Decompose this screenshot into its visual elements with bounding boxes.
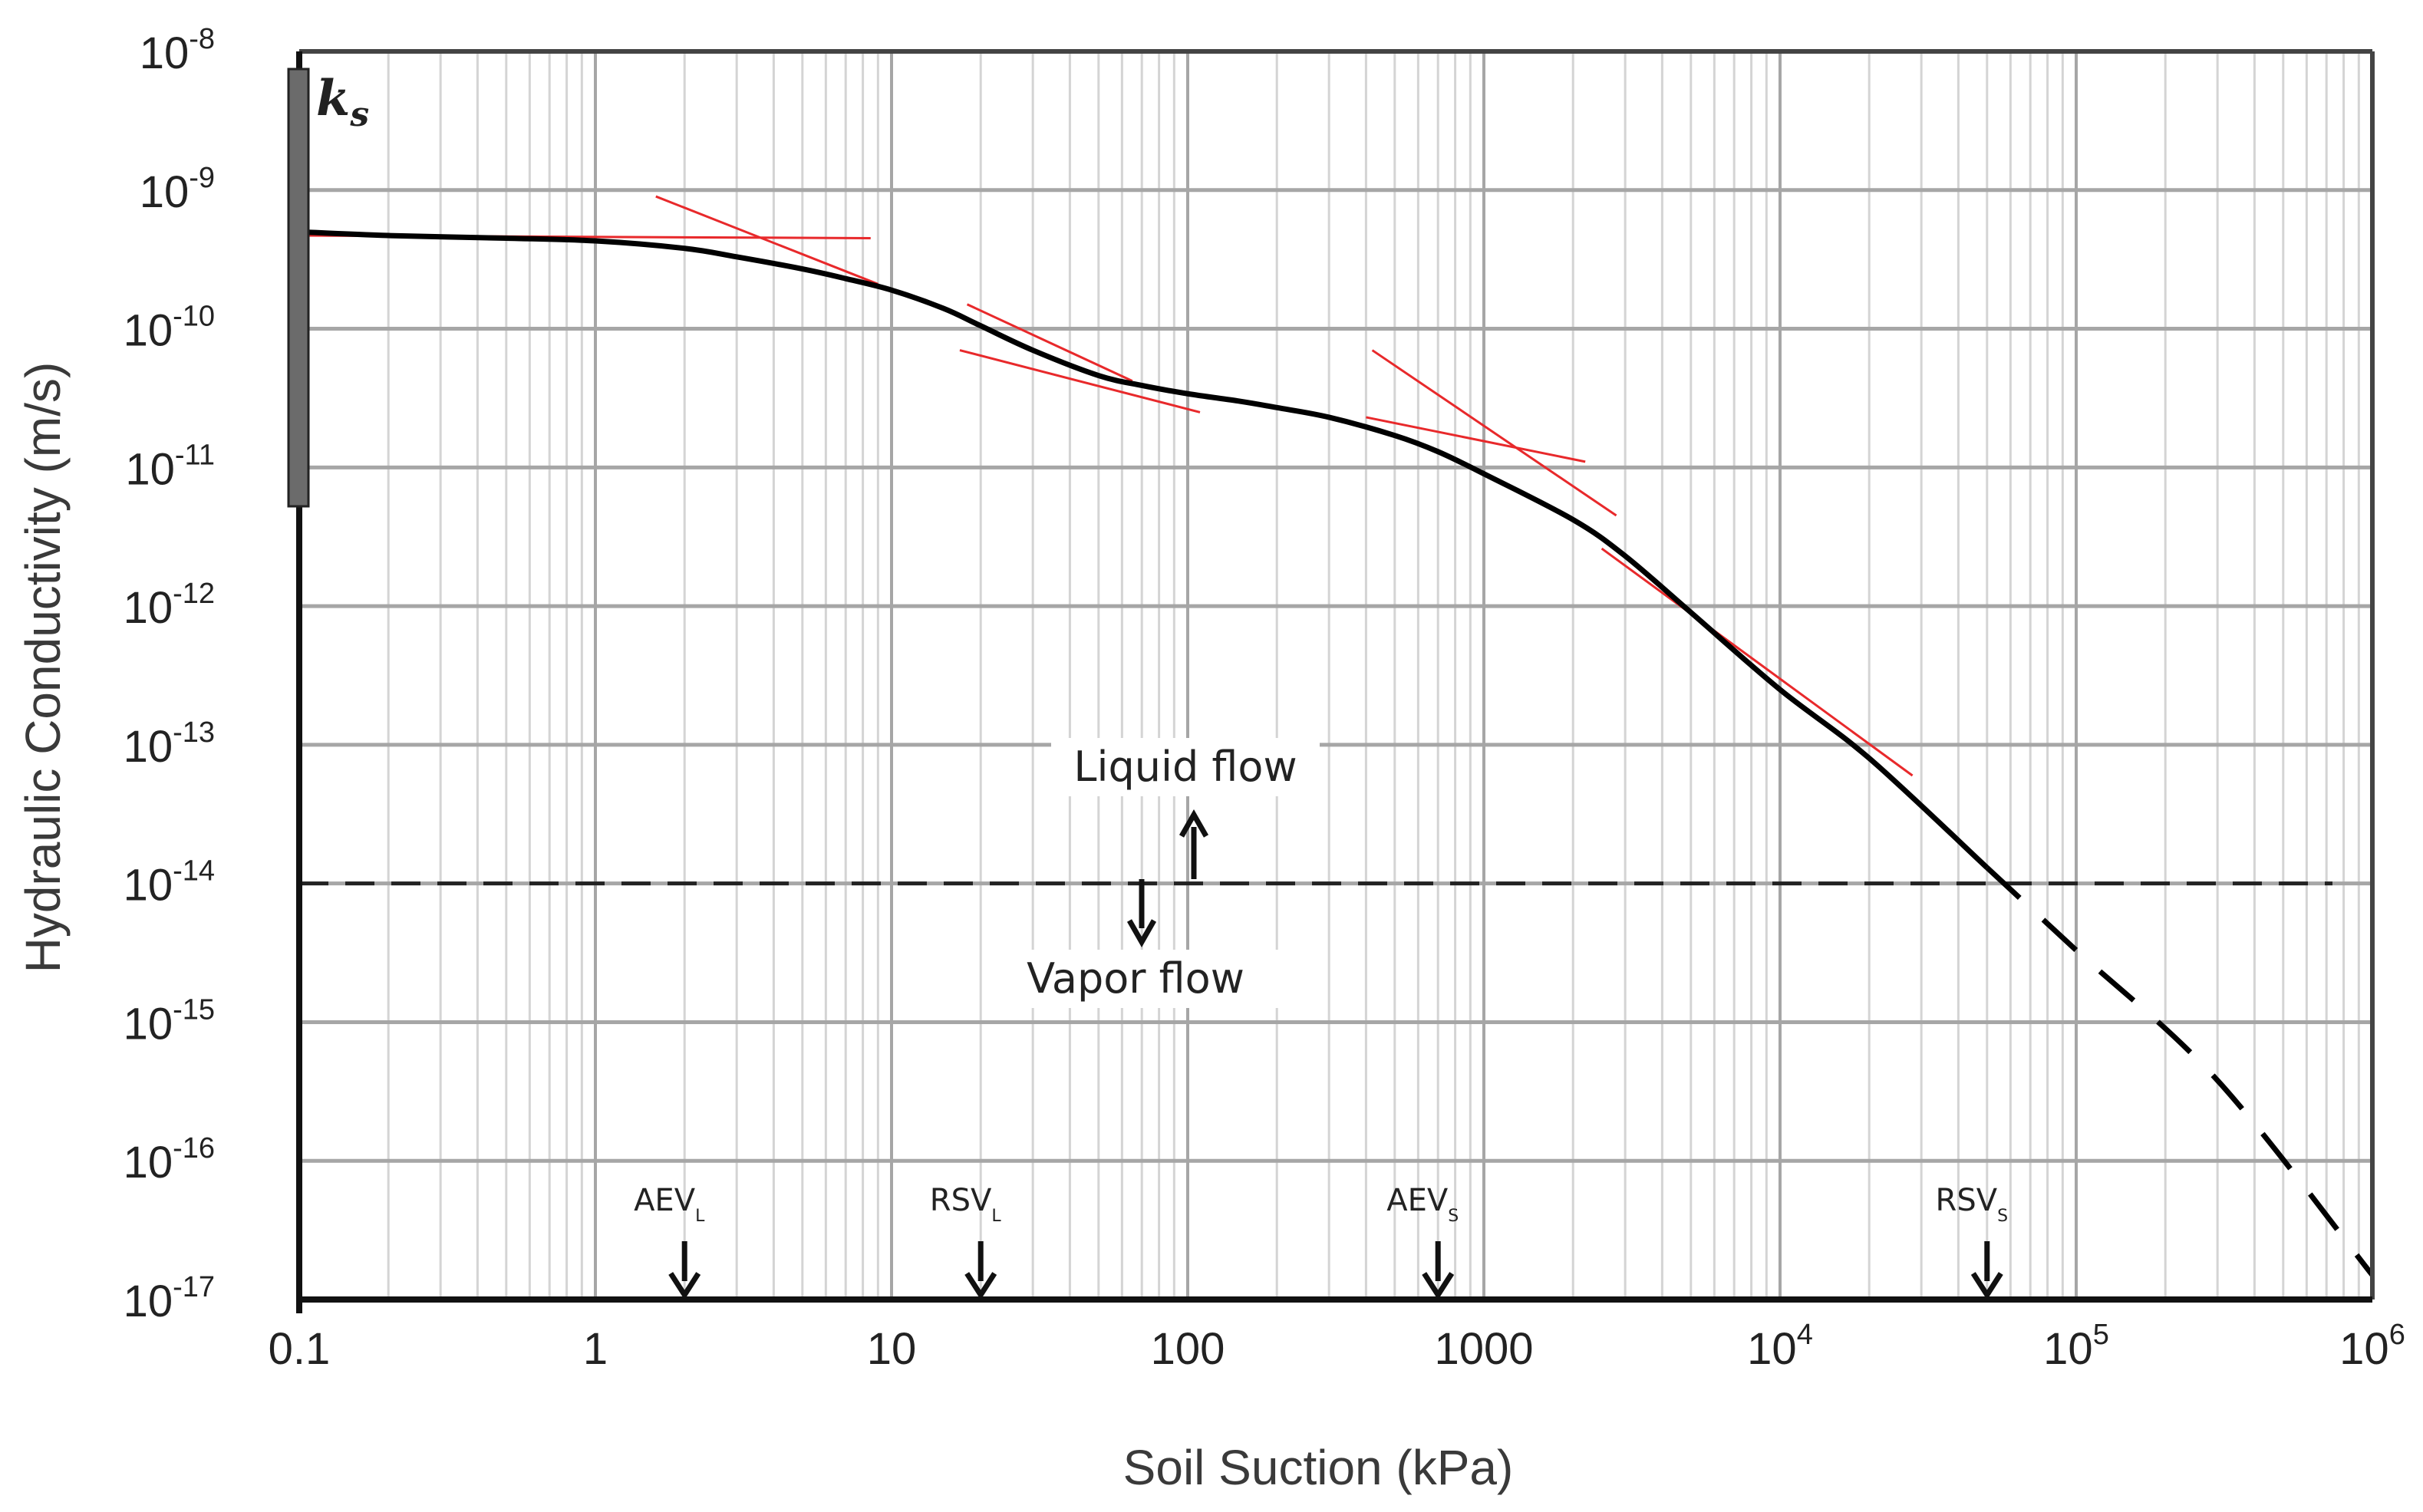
x-tick-exponent: 5 (2093, 1319, 2109, 1351)
marker-arrow-head (1422, 1272, 1455, 1300)
tangent-lines (298, 195, 1914, 777)
y-tick-exponent: -11 (175, 439, 215, 471)
flow-annotations: Liquid flow Vapor flow (997, 738, 1320, 1008)
y-tick-label: 10-16 (124, 1132, 215, 1188)
tangent-line (966, 303, 1133, 383)
y-tick-exponent: -17 (173, 1271, 215, 1303)
data-series (298, 229, 2375, 1277)
marker-label: RSVL (930, 1183, 1002, 1226)
y-tick-exponent: -15 (173, 993, 215, 1026)
y-tick-exponent: -14 (173, 855, 215, 888)
x-tick-label: 105 (2043, 1319, 2109, 1374)
series-hydraulic-conductivity-curve (298, 229, 1989, 870)
suction-markers: AEVL RSVL AEVS RSVS (634, 1183, 2009, 1300)
liquid-arrow-head (1179, 809, 1209, 838)
y-axis-title: Hydraulic Conductivity (m/s) (15, 362, 71, 973)
ks-subscript: s (349, 95, 369, 134)
tangent-line (1366, 416, 1586, 463)
marker-label: RSVS (1936, 1183, 2009, 1226)
tangent-line (1600, 547, 1914, 777)
ks-label: ks (316, 70, 369, 134)
vapor-arrow-head (1126, 919, 1157, 948)
vapor-flow-label: Vapor flow (1027, 954, 1244, 1003)
x-tick-label: 1000 (1434, 1324, 1533, 1374)
y-tick-exponent: -12 (173, 578, 215, 610)
x-tick-label: 1 (583, 1324, 608, 1374)
y-tick-exponent: -16 (173, 1132, 215, 1164)
marker-arrow-head (964, 1272, 997, 1300)
marker-subscript: L (695, 1207, 705, 1226)
y-tick-label: 10-13 (124, 716, 215, 772)
series-vapor-extension (1985, 865, 2375, 1277)
tangent-line (959, 349, 1201, 413)
x-tick-label: 0.1 (269, 1324, 331, 1374)
major-gridlines (298, 49, 2374, 1302)
x-tick-label: 104 (1747, 1319, 1813, 1374)
marker-subscript: S (1997, 1207, 2008, 1226)
y-tick-label: 10-14 (124, 855, 215, 911)
tangent-line (655, 195, 879, 285)
ks-bar-rect (287, 68, 310, 508)
x-tick-exponent: 4 (1797, 1319, 1813, 1351)
marker-label: AEVL (634, 1183, 705, 1226)
y-tick-label: 10-12 (124, 578, 215, 633)
y-tick-exponent: -9 (189, 162, 215, 194)
liquid-flow-label: Liquid flow (1073, 743, 1297, 791)
minor-gridlines (387, 51, 2360, 1300)
liquid-label-bg (1051, 738, 1320, 796)
y-tick-label: 10-10 (124, 301, 215, 356)
x-tick-label: 10 (867, 1324, 917, 1374)
x-tick-label: 106 (2339, 1319, 2405, 1374)
marker-subscript: L (991, 1207, 1001, 1226)
x-tick-label: 100 (1151, 1324, 1225, 1374)
y-tick-label: 10-17 (124, 1271, 215, 1326)
tangent-line (1371, 349, 1617, 517)
y-tick-label: 10-15 (124, 993, 215, 1049)
marker-arrow-head (668, 1272, 701, 1300)
marker-label: AEVS (1386, 1183, 1459, 1226)
y-tick-exponent: -10 (173, 301, 215, 333)
vapor-label-bg (997, 950, 1281, 1008)
marker-arrow-head (1970, 1272, 2003, 1300)
y-tick-label: 10-8 (140, 23, 215, 78)
tick-labels: 0.1 1 10 100 1000 104 105 106 10-8 10-9 10-10 10-11… (124, 23, 2405, 1374)
x-tick-exponent: 6 (2389, 1319, 2405, 1351)
y-tick-label: 10-9 (140, 162, 215, 217)
y-tick-exponent: -8 (189, 23, 215, 55)
ks-bar: ks (287, 68, 369, 508)
y-tick-label: 10-11 (125, 439, 215, 494)
y-tick-exponent: -13 (173, 716, 215, 749)
marker-subscript: S (1448, 1207, 1459, 1226)
x-axis-title: Soil Suction (kPa) (1123, 1440, 1514, 1495)
